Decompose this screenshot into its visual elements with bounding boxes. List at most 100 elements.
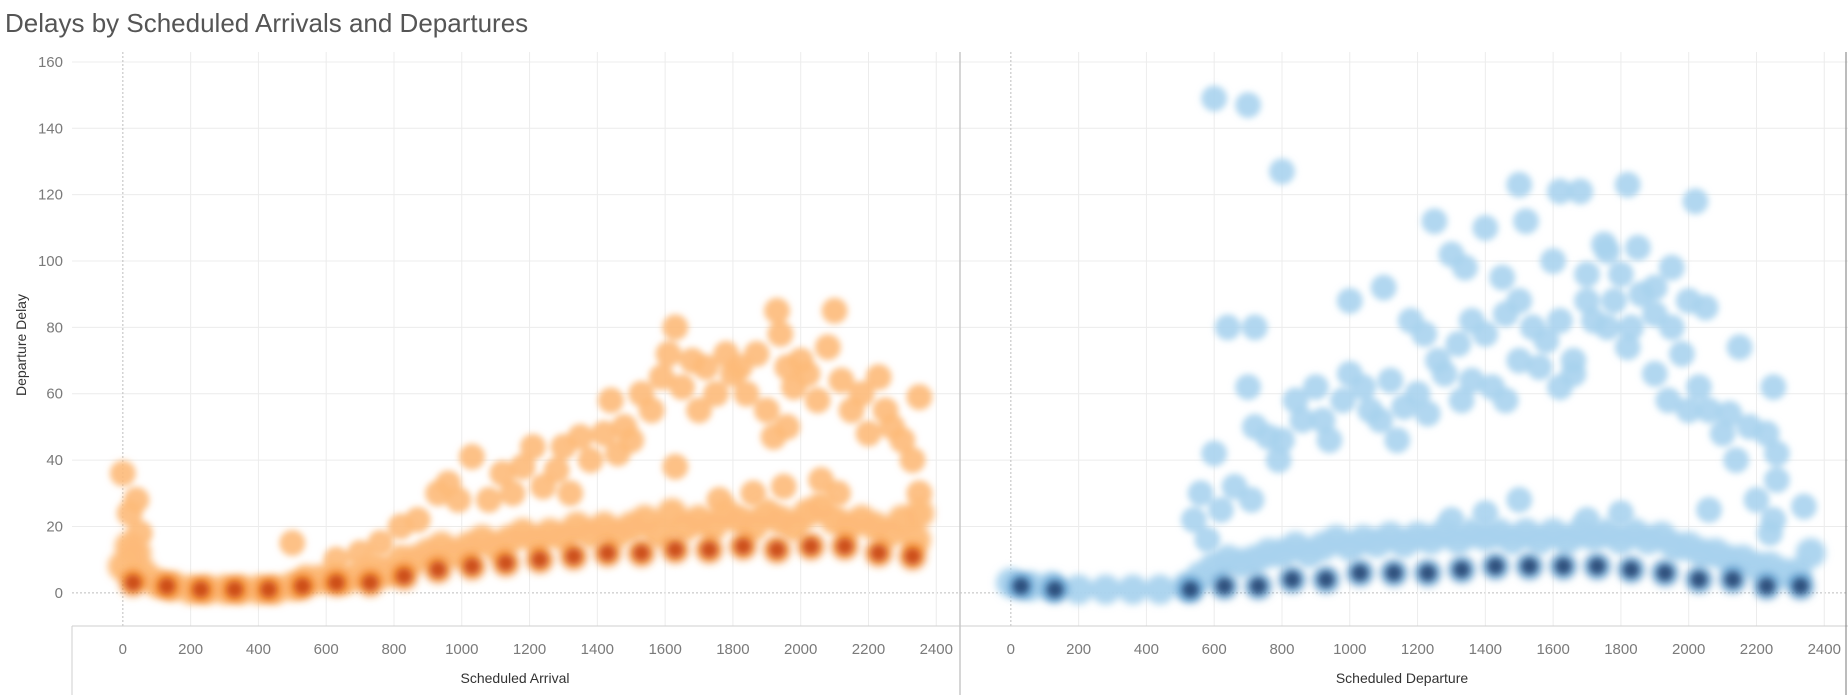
y-tick-label: 100 <box>38 253 63 270</box>
data-point <box>1268 158 1295 185</box>
data-point <box>260 581 277 598</box>
y-tick-label: 120 <box>38 187 63 204</box>
data-point <box>1726 334 1753 361</box>
data-point <box>1404 380 1431 407</box>
data-point <box>1506 486 1533 513</box>
data-point <box>543 457 570 484</box>
data-point <box>1318 571 1335 588</box>
data-point <box>1180 506 1207 533</box>
arrival-high-series <box>109 297 933 573</box>
data-point <box>1370 274 1397 301</box>
data-point <box>226 581 243 598</box>
data-point <box>497 554 514 571</box>
data-point <box>1214 314 1241 341</box>
data-point <box>1560 360 1587 387</box>
data-point <box>1546 178 1573 205</box>
data-point <box>557 480 584 507</box>
x-tick-label: 800 <box>1269 641 1294 658</box>
data-point <box>362 574 379 591</box>
data-point <box>686 397 713 424</box>
x-tick-label: 400 <box>1134 641 1159 658</box>
data-point <box>1411 321 1438 348</box>
data-point <box>279 530 306 557</box>
data-point <box>499 480 526 507</box>
data-point <box>1182 581 1199 598</box>
x-tick-label: 1600 <box>648 641 681 658</box>
data-point <box>1472 321 1499 348</box>
data-point <box>638 397 665 424</box>
data-point <box>1540 248 1567 275</box>
x-tick-label: 1200 <box>1401 641 1434 658</box>
x-tick-label: 0 <box>1007 641 1015 658</box>
x-tick-label: 600 <box>1202 641 1227 658</box>
data-point <box>774 413 801 440</box>
data-point <box>1790 493 1817 520</box>
data-point <box>1656 564 1673 581</box>
data-point <box>848 380 875 407</box>
data-point <box>1448 387 1475 414</box>
data-point <box>767 321 794 348</box>
data-point <box>1201 440 1228 467</box>
data-point <box>1763 440 1790 467</box>
x-tick-label: 2400 <box>1808 641 1841 658</box>
data-point <box>701 541 718 558</box>
x-tick-label: 200 <box>1066 641 1091 658</box>
departure-core-series <box>1013 558 1809 598</box>
departure-panel <box>995 85 1826 605</box>
data-point <box>577 447 604 474</box>
data-point <box>1624 234 1651 261</box>
data-point <box>1216 578 1233 595</box>
data-point <box>1614 334 1641 361</box>
data-point <box>1574 287 1601 314</box>
data-point <box>770 473 797 500</box>
data-point <box>743 340 770 367</box>
data-point <box>1513 208 1540 235</box>
data-point <box>1724 571 1741 588</box>
arrival-core-series <box>125 538 921 598</box>
data-point <box>1533 327 1560 354</box>
data-point <box>702 380 729 407</box>
data-point <box>1013 578 1030 595</box>
data-point <box>1268 427 1295 454</box>
data-point <box>531 551 548 568</box>
x-axis-title-departure: Scheduled Departure <box>1336 670 1469 686</box>
x-tick-label: 600 <box>314 641 339 658</box>
x-tick-label: 2000 <box>1672 641 1705 658</box>
data-point <box>1282 387 1309 414</box>
data-point <box>1658 314 1685 341</box>
data-point <box>1589 558 1606 575</box>
x-tick-label: 800 <box>381 641 406 658</box>
data-point <box>1472 214 1499 241</box>
data-point <box>1607 261 1634 288</box>
data-point <box>565 548 582 565</box>
data-point <box>814 334 841 361</box>
data-point <box>1309 407 1336 434</box>
data-point <box>475 486 502 513</box>
x-axis-tick-labels: 0 200 400 600 800 1000 1200 1400 1600 1800 2000 220… <box>119 641 1841 658</box>
axis-frame <box>71 52 1848 695</box>
data-point <box>1492 387 1519 414</box>
x-tick-label: 1000 <box>1333 641 1366 658</box>
data-point <box>1350 374 1377 401</box>
data-point <box>1743 486 1770 513</box>
x-tick-label: 1400 <box>1469 641 1502 658</box>
data-point <box>1758 578 1775 595</box>
data-point <box>1289 407 1316 434</box>
data-point <box>1795 538 1826 569</box>
data-point <box>1658 254 1685 281</box>
data-point <box>158 578 175 595</box>
data-point <box>1235 92 1262 119</box>
data-point <box>1546 307 1573 334</box>
data-point <box>1594 314 1621 341</box>
data-point <box>1716 400 1743 427</box>
data-point <box>1302 374 1329 401</box>
x-tick-label: 1400 <box>581 641 614 658</box>
data-point <box>1414 400 1441 427</box>
data-point <box>1614 171 1641 198</box>
data-point <box>669 374 696 401</box>
data-point <box>1526 354 1553 381</box>
data-point <box>821 297 848 324</box>
data-point <box>1201 85 1228 112</box>
data-point <box>1241 314 1268 341</box>
